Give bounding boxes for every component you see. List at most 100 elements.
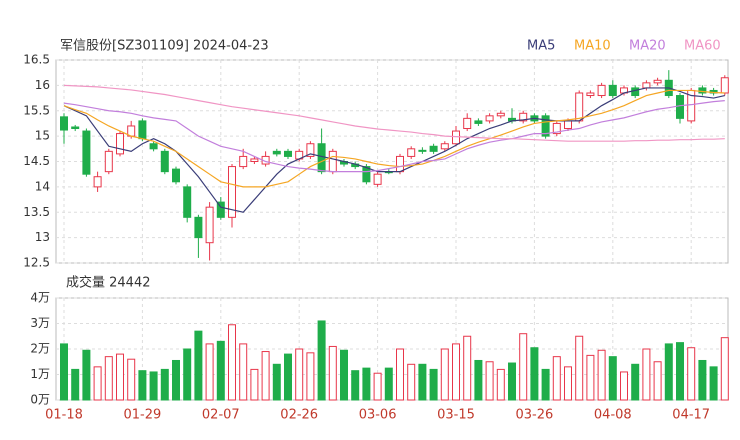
volume-bar <box>608 356 617 401</box>
candle-body <box>496 112 505 117</box>
volume-bar <box>71 368 80 401</box>
chart-title: 军信股份[SZ301109] 2024-04-23 <box>60 39 269 54</box>
candle-body <box>564 120 572 130</box>
candle-body <box>698 87 707 94</box>
volume-bar <box>474 359 483 401</box>
candle-body <box>149 143 158 150</box>
x-tick-label: 02-26 <box>280 408 318 423</box>
volume-tick-label: 4万 <box>30 291 50 305</box>
volume-bar <box>541 368 550 401</box>
candle-body <box>429 145 438 152</box>
volume-bar <box>709 366 718 401</box>
ma-line <box>63 87 725 213</box>
legend-label: MA10 <box>574 39 611 54</box>
volume-bar <box>530 347 539 401</box>
volume-bar <box>250 368 259 401</box>
volume-bar <box>362 367 371 401</box>
volume-bar <box>407 363 416 401</box>
volume-tick-label: 0万 <box>30 393 50 407</box>
y-tick-label: 16 <box>35 78 50 92</box>
x-tick-label: 01-29 <box>124 408 162 423</box>
volume-bar <box>306 352 315 401</box>
candle-body <box>317 143 326 173</box>
candle-body <box>463 117 472 130</box>
candle-body <box>228 166 236 218</box>
x-tick-label: 01-18 <box>45 408 83 423</box>
volume-bar <box>60 343 68 401</box>
candle-body <box>519 112 528 122</box>
candle-body <box>720 77 729 94</box>
volume-bar <box>205 343 214 401</box>
candle-body <box>82 130 91 175</box>
volume-bar <box>653 361 662 401</box>
candle-body <box>452 130 460 145</box>
candle-body <box>373 173 382 185</box>
volume-bar <box>396 348 404 401</box>
candle-body <box>440 143 449 150</box>
candle-body <box>239 155 248 168</box>
volume-bar <box>228 324 236 401</box>
volume-bar <box>93 366 102 401</box>
volume-bar <box>575 335 584 401</box>
ma-line <box>63 89 725 188</box>
volume-bar <box>485 361 494 401</box>
volume-tick-label: 1万 <box>30 367 50 381</box>
volume-bar <box>687 347 696 401</box>
x-tick-label: 04-17 <box>672 408 710 423</box>
candle-body <box>642 82 651 89</box>
volume-title: 成交量 24442 <box>66 275 151 291</box>
volume-bar <box>172 359 180 401</box>
volume-bar <box>82 349 91 401</box>
candle-body <box>474 120 483 124</box>
candle-body <box>60 116 68 131</box>
volume-bar <box>116 353 124 401</box>
candle-body <box>93 176 102 188</box>
volume-bar <box>384 367 393 401</box>
volume-bar <box>261 351 270 401</box>
candle-body <box>552 122 561 135</box>
volume-bar <box>463 335 472 401</box>
volume-bar <box>508 362 516 401</box>
candle-body <box>653 79 662 84</box>
candle-body <box>194 216 203 239</box>
candle-body <box>362 166 371 183</box>
volume-bar <box>496 368 505 401</box>
ma-line <box>63 100 725 173</box>
volume-bar <box>183 348 192 401</box>
legend-label: MA20 <box>629 39 666 54</box>
volume-bar <box>418 363 427 401</box>
ma-line <box>63 84 725 142</box>
volume-bar <box>340 349 348 401</box>
volume-bar <box>440 348 449 401</box>
volume-bar <box>720 337 729 401</box>
volume-bar <box>127 358 136 401</box>
candle-body <box>541 115 550 137</box>
candle-body <box>71 126 80 130</box>
volume-bar <box>519 333 528 401</box>
candle-body <box>172 168 180 183</box>
candle-body <box>216 201 225 218</box>
candle-body <box>272 150 281 155</box>
volume-bar <box>104 356 113 401</box>
volume-bar <box>698 359 707 401</box>
x-tick-label: 04-08 <box>594 408 632 423</box>
volume-bar <box>620 371 628 401</box>
volume-bar <box>631 363 640 401</box>
volume-bar <box>429 368 438 401</box>
candle-body <box>160 150 169 173</box>
volume-bar <box>676 342 684 401</box>
candle-body <box>396 155 404 173</box>
y-tick-label: 14 <box>35 179 50 193</box>
volume-bar <box>328 345 337 401</box>
candle-body <box>138 120 147 140</box>
candle-body <box>597 84 606 97</box>
volume-bar <box>642 348 651 401</box>
volume-bar <box>351 370 360 401</box>
volume-bar <box>452 343 460 401</box>
y-tick-label: 15 <box>35 129 50 143</box>
candle-body <box>104 150 113 173</box>
x-tick-label: 03-26 <box>516 408 554 423</box>
volume-bar <box>597 349 606 401</box>
candle-body <box>116 133 124 155</box>
